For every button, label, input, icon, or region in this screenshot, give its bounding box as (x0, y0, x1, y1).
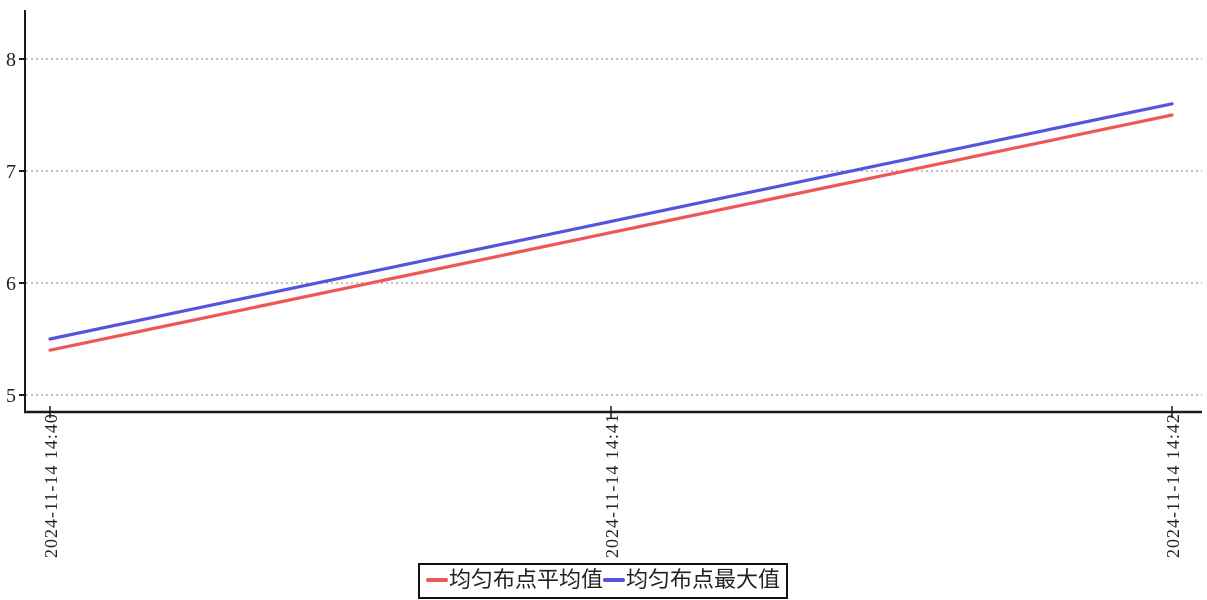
y-axis-label: 8 (6, 49, 16, 71)
legend-item-max: 均匀布点最大值 (603, 566, 780, 594)
y-axis-label: 6 (6, 273, 16, 295)
y-axis-label: 7 (6, 161, 16, 183)
series-line-average (48, 113, 1174, 352)
legend-label-average: 均匀布点平均值 (448, 567, 603, 592)
legend-item-average: 均匀布点平均值 (425, 566, 603, 594)
x-axis-label: 2024-11-14 14:40 (41, 413, 61, 558)
x-axis-label: 2024-11-14 14:42 (1163, 413, 1183, 558)
chart-legend: 均匀布点平均值 均匀布点最大值 (417, 563, 789, 599)
series-line-max (48, 102, 1174, 341)
legend-red-dash-icon (425, 578, 448, 582)
x-axis-label: 2024-11-14 14:41 (602, 413, 622, 558)
y-axis-label: 5 (6, 385, 16, 407)
legend-blue-dash-icon (603, 578, 625, 582)
legend-label-max: 均匀布点最大值 (626, 567, 781, 592)
